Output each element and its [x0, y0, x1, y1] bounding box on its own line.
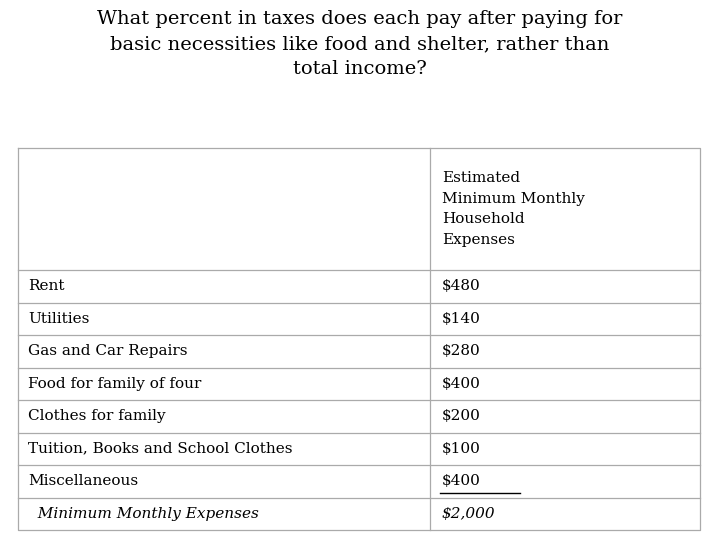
Text: Rent: Rent	[28, 279, 65, 293]
Text: $400: $400	[442, 377, 481, 391]
Text: Clothes for family: Clothes for family	[28, 409, 166, 423]
Text: $2,000: $2,000	[442, 507, 495, 521]
Text: $100: $100	[442, 442, 481, 456]
Text: $480: $480	[442, 279, 481, 293]
Text: Utilities: Utilities	[28, 312, 89, 326]
Text: Gas and Car Repairs: Gas and Car Repairs	[28, 345, 187, 358]
Text: $400: $400	[442, 474, 481, 488]
Text: $280: $280	[442, 345, 481, 358]
Text: Tuition, Books and School Clothes: Tuition, Books and School Clothes	[28, 442, 292, 456]
Text: $140: $140	[442, 312, 481, 326]
Text: Food for family of four: Food for family of four	[28, 377, 202, 391]
Text: What percent in taxes does each pay after paying for
basic necessities like food: What percent in taxes does each pay afte…	[97, 10, 623, 78]
Text: $200: $200	[442, 409, 481, 423]
Text: Miscellaneous: Miscellaneous	[28, 474, 138, 488]
Text: Minimum Monthly Expenses: Minimum Monthly Expenses	[28, 507, 259, 521]
Text: Estimated
Minimum Monthly
Household
Expenses: Estimated Minimum Monthly Household Expe…	[442, 171, 585, 247]
